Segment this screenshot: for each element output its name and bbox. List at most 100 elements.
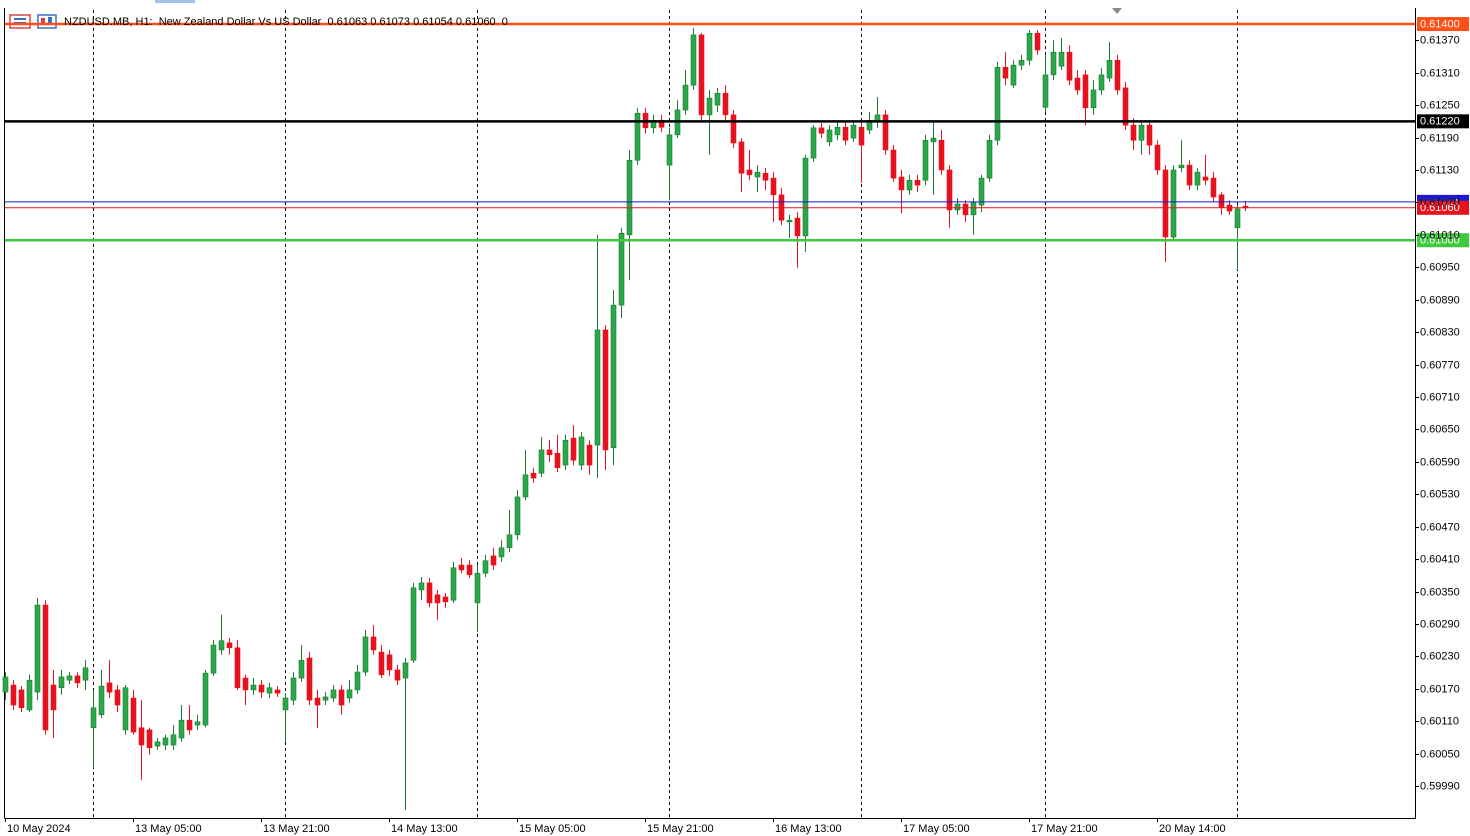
icon bbox=[37, 14, 57, 29]
candle-body bbox=[1042, 74, 1049, 108]
candle-body bbox=[890, 149, 897, 179]
candle-body bbox=[218, 640, 225, 651]
candle-body bbox=[626, 159, 633, 236]
candle-body bbox=[762, 172, 769, 181]
candle-body bbox=[498, 547, 505, 558]
candle-body bbox=[306, 657, 313, 701]
candle-body bbox=[282, 697, 289, 711]
candle-body bbox=[338, 689, 345, 706]
candle-body bbox=[490, 555, 497, 566]
x-tick-label: 15 May 21:00 bbox=[647, 823, 714, 835]
candle-body bbox=[138, 727, 145, 746]
candle-body bbox=[130, 697, 137, 733]
candle-body bbox=[258, 684, 265, 693]
y-tick-label: 0.61250 bbox=[1420, 99, 1460, 111]
candle-body bbox=[162, 737, 169, 746]
candle-body bbox=[226, 642, 233, 649]
candle-body bbox=[802, 157, 809, 237]
candle-body bbox=[610, 304, 617, 449]
candle-body bbox=[586, 444, 593, 466]
candle-body bbox=[706, 97, 713, 116]
candle-body bbox=[930, 137, 937, 143]
candle-body bbox=[1026, 32, 1033, 61]
candle-body bbox=[818, 127, 825, 134]
candle-body bbox=[1098, 74, 1105, 91]
candle-body bbox=[1010, 64, 1017, 86]
candle-body bbox=[714, 92, 721, 106]
x-tick-label: 17 May 05:00 bbox=[903, 823, 970, 835]
x-tick-label: 17 May 21:00 bbox=[1031, 823, 1098, 835]
candle-body bbox=[18, 689, 25, 709]
candle-body bbox=[666, 134, 673, 166]
icon bbox=[9, 14, 31, 29]
y-tick-label: 0.60110 bbox=[1420, 715, 1459, 727]
y-tick-label: 0.60590 bbox=[1420, 456, 1460, 468]
candle-body bbox=[10, 684, 17, 706]
candle-body bbox=[754, 171, 761, 178]
candle-body bbox=[34, 604, 41, 693]
price-tag-label: 0.61400 bbox=[1420, 18, 1460, 30]
candle-body bbox=[1234, 208, 1241, 229]
x-tick-label: 10 May 2024 bbox=[7, 823, 71, 835]
candle-body bbox=[506, 534, 513, 549]
shift-marker bbox=[1112, 8, 1122, 14]
candle-body bbox=[570, 437, 577, 461]
candle-body bbox=[970, 201, 977, 216]
y-tick-label: 0.60230 bbox=[1420, 650, 1460, 662]
candle-body bbox=[202, 672, 209, 726]
candle-body bbox=[170, 734, 177, 746]
candle-body bbox=[378, 651, 385, 676]
y-tick-label: 0.59990 bbox=[1420, 780, 1460, 792]
candle-body bbox=[146, 729, 153, 749]
candle-body bbox=[1002, 66, 1009, 79]
candle-body bbox=[82, 667, 89, 681]
candle-body bbox=[234, 647, 241, 689]
candle-body bbox=[1202, 176, 1209, 181]
candle-body bbox=[514, 496, 521, 536]
y-tick-label: 0.60530 bbox=[1420, 488, 1460, 500]
candle-body bbox=[954, 203, 961, 211]
candle-body bbox=[906, 179, 913, 191]
candle-body bbox=[594, 329, 601, 446]
x-tick-label: 13 May 21:00 bbox=[263, 823, 330, 835]
candle-body bbox=[546, 449, 553, 456]
candle-body bbox=[850, 124, 857, 139]
y-tick-label: 0.60890 bbox=[1420, 294, 1460, 306]
x-tick-label: 13 May 05:00 bbox=[135, 823, 202, 835]
candle-body bbox=[186, 719, 193, 731]
candle-body bbox=[698, 34, 705, 116]
candle-body bbox=[1194, 171, 1201, 186]
y-tick-label: 0.60830 bbox=[1420, 326, 1460, 338]
candle-body bbox=[554, 452, 561, 469]
candle-body bbox=[26, 679, 33, 711]
candle-body bbox=[1154, 144, 1161, 171]
candle-body bbox=[914, 179, 921, 186]
price-tag bbox=[1417, 114, 1469, 129]
chart-header: NZDUSD.MB, H1: New Zealand Dollar Vs US … bbox=[64, 16, 508, 28]
candle-body bbox=[578, 436, 585, 466]
candle-body bbox=[1018, 59, 1025, 66]
candle-body bbox=[618, 232, 625, 306]
candle-body bbox=[298, 659, 305, 679]
candles bbox=[2, 27, 1249, 810]
candle-body bbox=[986, 139, 993, 179]
candle-body bbox=[426, 582, 433, 604]
axes: 0.61370 0.61310 0.61250 0.61190 0.61130 0.610… bbox=[5, 34, 1460, 835]
y-tick-label: 0.61010 bbox=[1420, 229, 1460, 241]
candle-body bbox=[50, 684, 57, 711]
candle-body bbox=[946, 169, 953, 211]
y-tick-label: 0.60290 bbox=[1420, 618, 1460, 630]
candle-body bbox=[530, 472, 537, 479]
candle-body bbox=[346, 689, 353, 699]
candle-body bbox=[458, 564, 465, 571]
candle-body bbox=[402, 662, 409, 679]
candle-body bbox=[1210, 177, 1217, 198]
candle-body bbox=[418, 582, 425, 591]
candle-body bbox=[962, 203, 969, 216]
candle-body bbox=[834, 126, 841, 136]
candle-body bbox=[1074, 77, 1081, 91]
y-tick-label: 0.60410 bbox=[1420, 553, 1460, 565]
candle-body bbox=[330, 689, 337, 699]
candle-body bbox=[434, 594, 441, 604]
